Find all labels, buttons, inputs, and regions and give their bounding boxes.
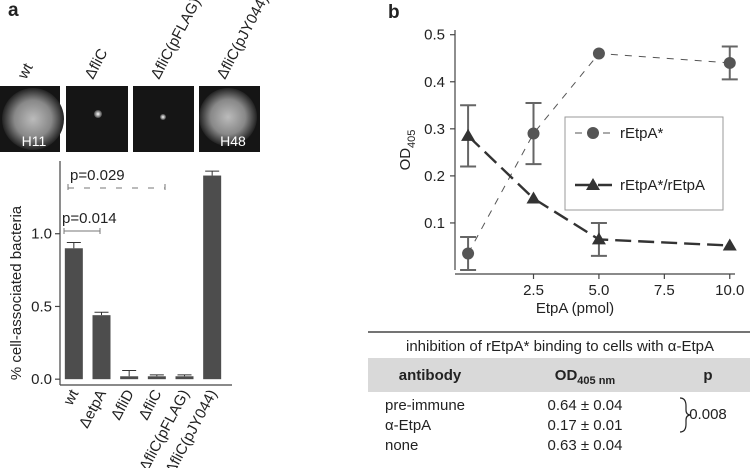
- table-header-band: [368, 358, 750, 392]
- y-axis-label-sub: 405: [406, 130, 418, 148]
- brackets: [63, 184, 166, 234]
- image: [66, 86, 128, 152]
- marker: [527, 127, 540, 140]
- bar: [92, 315, 111, 380]
- y-axis-label: OD: [397, 148, 414, 171]
- table-header: antibody: [399, 367, 462, 384]
- table-cell: pre-immune: [385, 397, 465, 414]
- x-tick-label: 7.5: [654, 282, 675, 299]
- table-cell: 0.63 ± 0.04: [548, 437, 623, 454]
- error-bar: [122, 369, 137, 377]
- marker: [587, 127, 599, 139]
- bar: [175, 376, 194, 380]
- colony: [199, 88, 257, 146]
- table-p: 0.008: [689, 406, 727, 423]
- y-axis-label: OD405: [397, 130, 418, 171]
- table-cell: α-EtpA: [385, 417, 431, 434]
- legend-label: rEtpA*/rEtpA: [620, 177, 705, 194]
- colony: [160, 114, 166, 120]
- marker: [462, 247, 475, 260]
- table-header-sub: 405 nm: [577, 375, 615, 387]
- table-cell: none: [385, 437, 418, 454]
- line: [467, 135, 730, 247]
- y-tick-label: 0.3: [424, 121, 445, 138]
- y-tick-label: 1.0: [31, 226, 52, 243]
- bar: [147, 376, 166, 380]
- y-tick-label: 0.4: [424, 74, 445, 91]
- x-tick-label: wt: [60, 386, 83, 409]
- annotation: p=0.029: [70, 167, 125, 184]
- error-bar: [205, 170, 220, 176]
- error-bar: [94, 311, 109, 316]
- x-tick-label: ΔetpA: [76, 387, 110, 431]
- x-tick-label: 2.5: [523, 282, 544, 299]
- image-label: ΔfliC(pJY044): [214, 0, 272, 82]
- panel-label: b: [388, 2, 400, 23]
- image-caption: H11: [22, 133, 47, 149]
- marker: [591, 232, 606, 245]
- image-label: ΔfliC: [82, 46, 112, 82]
- colony-images: [0, 86, 260, 152]
- image-label: ΔfliC(pFLAG): [148, 0, 205, 82]
- colony: [94, 110, 102, 118]
- table-caption: inhibition of rEtpA* binding to cells wi…: [406, 338, 714, 355]
- image-label: wt: [14, 60, 37, 83]
- table-cell: 0.64 ± 0.04: [548, 397, 623, 414]
- y-tick-label: 0.0: [31, 371, 52, 388]
- bracket: [67, 184, 166, 192]
- y-tick-label: 0.5: [424, 27, 445, 44]
- error-bar: [177, 374, 192, 377]
- bracket: [63, 228, 101, 234]
- table-header: OD405 nm: [555, 367, 616, 387]
- error-bar: [149, 374, 164, 377]
- y-tick-label: 0.5: [31, 298, 52, 315]
- x-tick-label: 10.0: [715, 282, 744, 299]
- error-bar: [66, 241, 81, 249]
- bar: [203, 175, 222, 380]
- legend-label: rEtpA*: [620, 125, 664, 142]
- image-caption: H48: [220, 133, 246, 149]
- x-axis-label: EtpA (pmol): [536, 300, 614, 317]
- y-tick-label: 0.1: [424, 215, 445, 232]
- y-axis-label: % cell-associated bacteria: [8, 205, 25, 380]
- x-tick-label: 5.0: [588, 282, 609, 299]
- table-header: p: [703, 367, 712, 384]
- annotation: p=0.014: [62, 210, 117, 227]
- marker: [461, 128, 476, 141]
- bar: [120, 376, 139, 380]
- x-tick-label: ΔfliD: [108, 387, 138, 423]
- colony: [2, 88, 64, 150]
- marker: [526, 191, 541, 204]
- marker: [586, 178, 600, 190]
- bar: [64, 248, 83, 380]
- marker: [592, 47, 605, 60]
- table-header: OD: [555, 367, 578, 384]
- line: [467, 53, 730, 254]
- y-tick-label: 0.2: [424, 168, 445, 185]
- brace: [679, 397, 692, 433]
- panel-label: a: [8, 0, 19, 21]
- marker: [722, 238, 737, 251]
- marker: [723, 56, 736, 69]
- table-cell: 0.17 ± 0.01: [548, 417, 623, 434]
